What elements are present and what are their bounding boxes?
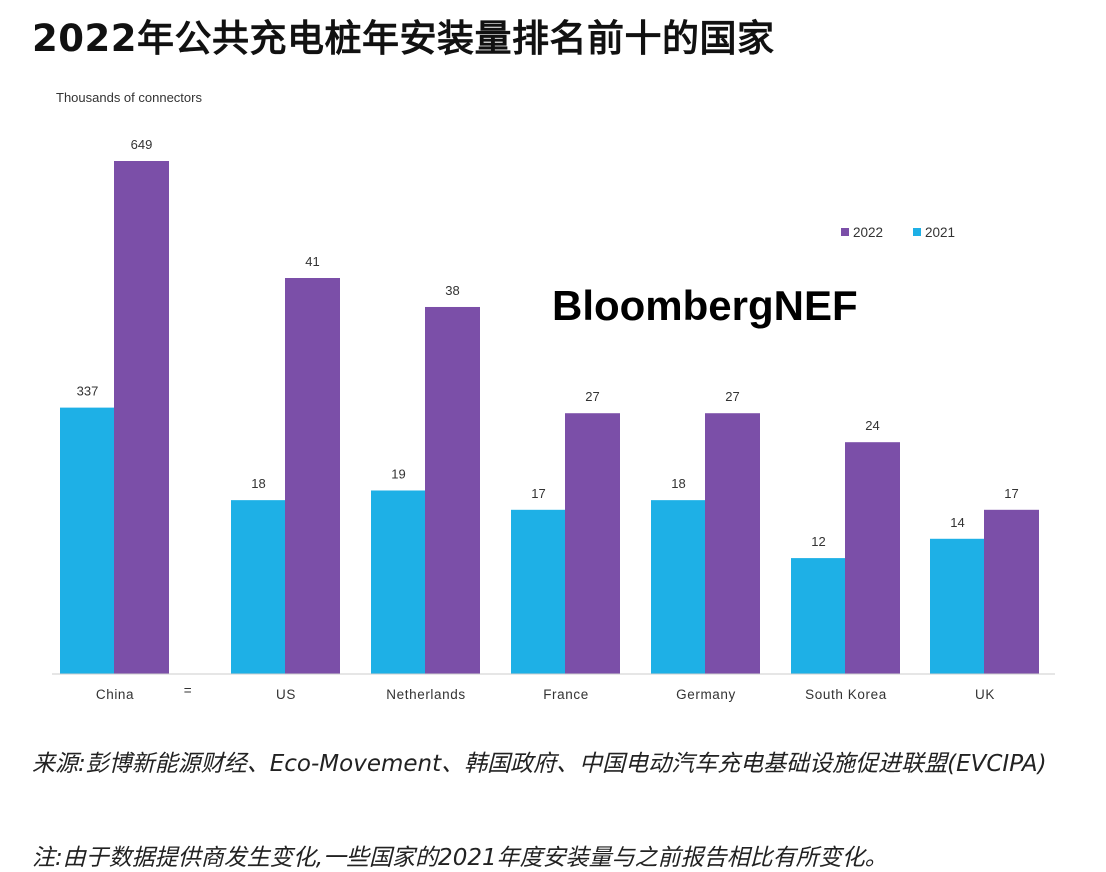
data-label-germany-2022: 27 xyxy=(725,389,739,404)
footnote: 注:由于数据提供商发生变化,一些国家的2021年度安装量与之前报告相比有所变化。 xyxy=(32,845,888,871)
category-label-china: China xyxy=(96,687,134,702)
bar-uk-2022 xyxy=(984,509,1039,674)
axis-break-mark: = xyxy=(184,683,192,698)
category-labels: China US Netherlands France Germany South Kor… xyxy=(96,687,995,702)
bar-netherlands-2022 xyxy=(425,306,480,674)
category-label-france: France xyxy=(543,687,589,702)
bar-germany-2021 xyxy=(651,500,706,674)
category-label-us: US xyxy=(276,687,296,702)
data-label-netherlands-2022: 38 xyxy=(445,283,459,298)
data-label-china-2022: 649 xyxy=(131,137,153,152)
legend-label-2022: 2022 xyxy=(853,225,883,240)
source-note: 来源:彭博新能源财经、Eco-Movement、韩国政府、中国电动汽车充电基础设… xyxy=(32,751,1047,777)
data-label-germany-2021: 18 xyxy=(671,476,685,491)
legend: 2022 2021 xyxy=(841,225,955,240)
bar-netherlands-2021 xyxy=(371,490,426,674)
data-label-france-2021: 17 xyxy=(531,486,545,501)
legend-swatch-2022 xyxy=(841,228,849,236)
bars-group: 337 649 18 41 19 38 17 27 18 27 12 24 14 17 xyxy=(60,137,1039,674)
data-label-us-2021: 18 xyxy=(251,476,265,491)
chart-title: 2022年公共充电桩年安装量排名前十的国家 xyxy=(32,17,775,60)
bar-south-korea-2021 xyxy=(791,558,846,674)
data-label-south-korea-2021: 12 xyxy=(811,534,825,549)
data-label-france-2022: 27 xyxy=(585,389,599,404)
category-label-netherlands: Netherlands xyxy=(386,687,465,702)
data-label-china-2021: 337 xyxy=(77,384,99,399)
bar-germany-2022 xyxy=(705,413,760,674)
bar-us-2021 xyxy=(231,500,286,674)
bar-uk-2021 xyxy=(930,538,985,674)
data-label-uk-2022: 17 xyxy=(1004,486,1018,501)
data-label-south-korea-2022: 24 xyxy=(865,418,879,433)
legend-label-2021: 2021 xyxy=(925,225,955,240)
bar-france-2021 xyxy=(511,509,566,674)
category-label-germany: Germany xyxy=(676,687,736,702)
category-label-south-korea: South Korea xyxy=(805,687,887,702)
bloombergnef-watermark: BloombergNEF xyxy=(552,282,858,329)
bar-us-2022 xyxy=(285,278,340,674)
bar-south-korea-2022 xyxy=(845,442,900,674)
bar-chart: Thousands of connectors 2022 2021 Bloombe… xyxy=(52,90,1055,702)
bar-france-2022 xyxy=(565,413,620,674)
data-label-us-2022: 41 xyxy=(305,254,319,269)
data-label-netherlands-2021: 19 xyxy=(391,466,405,481)
bar-china-2022 xyxy=(114,161,169,674)
data-label-uk-2021: 14 xyxy=(950,515,964,530)
legend-swatch-2021 xyxy=(913,228,921,236)
category-label-uk: UK xyxy=(975,687,995,702)
bar-china-2021 xyxy=(60,407,115,674)
y-axis-unit-label: Thousands of connectors xyxy=(56,90,202,105)
